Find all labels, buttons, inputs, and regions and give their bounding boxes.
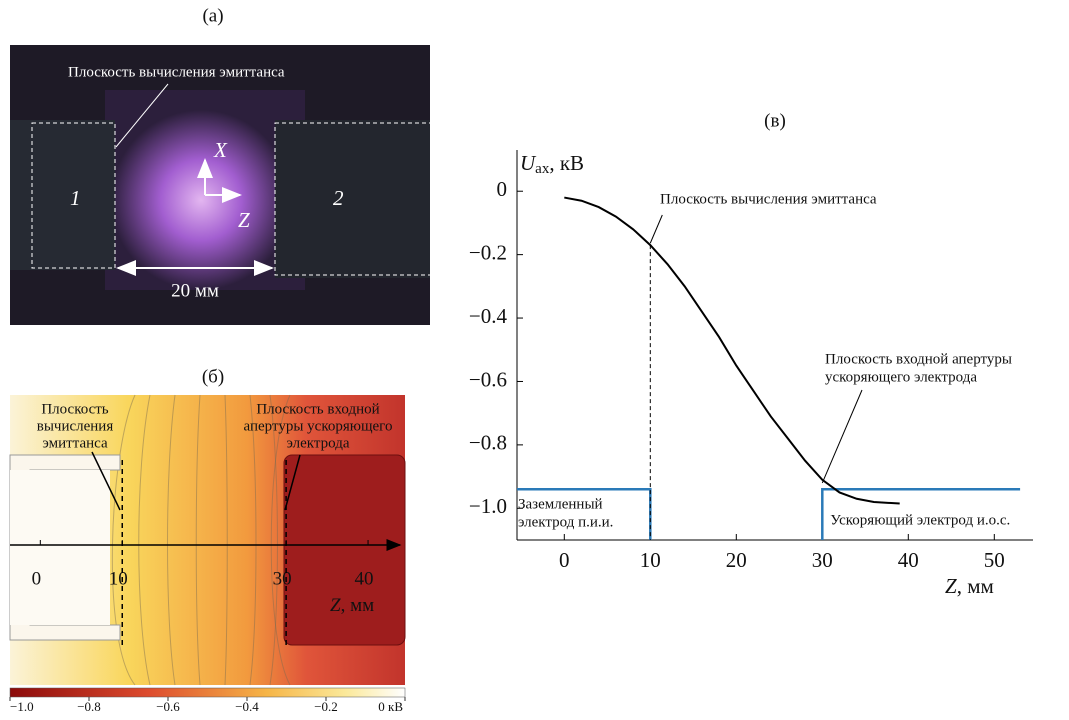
distance-label: 20 мм xyxy=(171,280,219,301)
annotation: Плоскость вычисления эмиттанса xyxy=(68,64,285,80)
axis-label: Z, мм xyxy=(330,595,374,616)
y-tick-label: −0.6 xyxy=(469,367,507,391)
axis-subscript: ax xyxy=(535,161,550,177)
panel-label: (а) xyxy=(202,5,223,26)
colorbar-label: −1.0 xyxy=(10,699,34,714)
y-axis-label: Uax, кВ xyxy=(520,151,584,178)
axis-unit: , кВ xyxy=(549,151,584,175)
annotation: электрод п.и.и. xyxy=(518,514,613,530)
x-tick-label: 0 xyxy=(559,548,570,572)
x-tick-label: 0 xyxy=(32,568,42,589)
annotation: вычисления xyxy=(37,418,114,434)
electrode xyxy=(10,120,115,270)
colorbar xyxy=(10,688,405,697)
annotation: Плоскость входной xyxy=(256,401,379,417)
panel-a: (а) Плоскость вычисления эмиттанса 1 2 X… xyxy=(10,5,435,325)
y-tick-label: −0.8 xyxy=(469,431,507,455)
electrode-interior xyxy=(10,470,110,625)
x-tick-label: 40 xyxy=(898,548,919,572)
colorbar-label: −0.4 xyxy=(235,699,259,714)
colorbar-label: −0.6 xyxy=(156,699,180,714)
panel-c: (в) Uax, кВ Z, мм 0 −0.2 −0.4 −0.6 −0.8 −1.0 0… xyxy=(469,110,1033,597)
axis-symbol: Z xyxy=(945,574,957,598)
x-tick-label: 20 xyxy=(726,548,747,572)
x-tick-label: 30 xyxy=(812,548,833,572)
x-tick-label: 50 xyxy=(984,548,1005,572)
axis-label: Z xyxy=(238,208,250,232)
annotation: Ускоряющий электрод и.о.с. xyxy=(830,512,1010,528)
electrode-label: 1 xyxy=(70,186,81,210)
figure: (а) Плоскость вычисления эмиттанса 1 2 X… xyxy=(0,0,1069,715)
panel-label: (в) xyxy=(764,110,786,131)
x-axis-label: Z, мм xyxy=(945,574,994,598)
annotation: апертуры ускоряющего xyxy=(244,418,393,434)
annotation: электрода xyxy=(287,435,350,451)
colorbar-label: −0.8 xyxy=(77,699,101,714)
x-tick-label: 40 xyxy=(355,568,374,589)
x-tick-label: 10 xyxy=(109,568,128,589)
electrode xyxy=(284,455,405,645)
panel-label: (б) xyxy=(202,366,224,387)
colorbar-label: 0 кВ xyxy=(378,699,403,714)
y-tick-label: −0.4 xyxy=(469,304,508,328)
electrode xyxy=(275,120,430,278)
axis-label: X xyxy=(213,138,228,162)
y-tick-label: −1.0 xyxy=(469,494,507,518)
annotation: ускоряющего электрода xyxy=(825,369,977,385)
electrode-label: 2 xyxy=(333,186,344,210)
x-tick-label: 30 xyxy=(273,568,292,589)
axis-unit: , мм xyxy=(957,574,994,598)
annotation: Заземленный xyxy=(518,496,603,512)
leader xyxy=(650,215,662,243)
annotation: эмиттанса xyxy=(42,435,108,451)
leader xyxy=(822,390,862,483)
x-tick-label: 10 xyxy=(640,548,661,572)
annotation: Плоскость вычисления эмиттанса xyxy=(660,191,877,207)
annotation: Плоскость xyxy=(41,401,108,417)
axis-symbol: Z xyxy=(330,595,341,616)
colorbar-label: −0.2 xyxy=(314,699,338,714)
y-tick-label: −0.2 xyxy=(469,240,507,264)
annotation: Плоскость входной апертуры xyxy=(825,351,1012,367)
axis-unit: , мм xyxy=(341,595,375,616)
y-tick-label: 0 xyxy=(497,177,508,201)
